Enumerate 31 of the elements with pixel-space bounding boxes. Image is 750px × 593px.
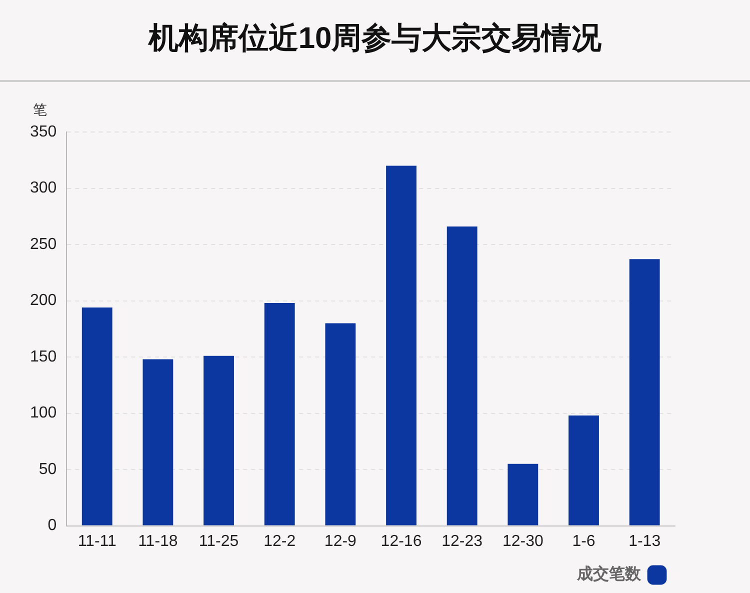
chart-title: 机构席位近10周参与大宗交易情况 — [0, 0, 750, 82]
x-tick-label: 12-30 — [502, 532, 544, 550]
y-tick-label: 250 — [30, 236, 57, 253]
bar — [568, 416, 599, 526]
bar — [386, 166, 416, 526]
x-tick-label: 12-16 — [380, 532, 422, 550]
y-tick-label: 50 — [38, 460, 57, 478]
y-tick-label: 100 — [30, 404, 57, 422]
x-tick-label: 1-13 — [628, 532, 661, 550]
y-tick-label: 300 — [30, 180, 57, 197]
bar — [204, 356, 234, 526]
x-tick-label: 12-23 — [442, 532, 483, 550]
x-tick-label: 11-25 — [198, 532, 239, 550]
x-tick-label: 12-9 — [324, 532, 357, 550]
legend-label: 成交笔数 — [576, 564, 642, 584]
y-tick-label: 0 — [48, 517, 57, 534]
bar — [264, 303, 295, 526]
x-tick-label: 11-11 — [78, 532, 116, 550]
y-tick-label: 350 — [30, 123, 57, 140]
y-tick-label: 150 — [30, 348, 57, 366]
bar — [446, 226, 478, 526]
bar — [629, 259, 660, 526]
x-tick-label: 12-2 — [264, 532, 296, 550]
bar — [142, 359, 174, 526]
x-tick-label: 1-6 — [572, 532, 596, 550]
bar — [508, 464, 538, 526]
y-axis-title: 笔 — [33, 102, 47, 119]
bar — [82, 308, 112, 526]
bar — [325, 323, 356, 526]
y-tick-label: 200 — [30, 292, 57, 310]
x-tick-label: 11-18 — [138, 532, 178, 550]
